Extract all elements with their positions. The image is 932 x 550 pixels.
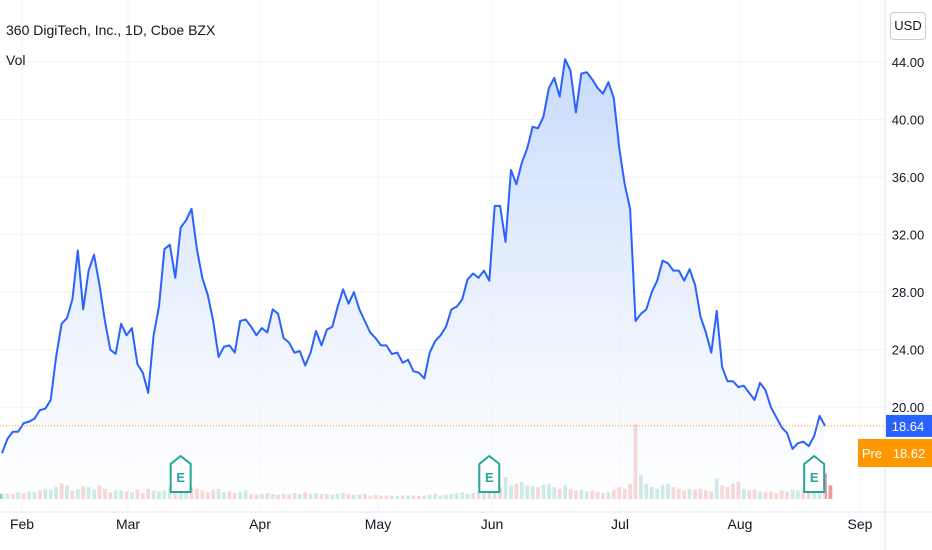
price-line xyxy=(1,58,826,454)
y-tick-label: 32.00 xyxy=(892,228,925,243)
volume-bar xyxy=(828,485,833,499)
y-tick-label: 28.00 xyxy=(892,285,925,300)
premarket-price-value: 18.62 xyxy=(893,446,926,461)
earnings-marker-label: E xyxy=(176,470,185,485)
y-tick-label: 24.00 xyxy=(892,343,925,358)
earnings-marker-label: E xyxy=(485,470,494,485)
y-tick-label: 44.00 xyxy=(892,55,925,70)
currency-button[interactable]: USD xyxy=(890,12,926,40)
premarket-tag: Pre 18.62 xyxy=(858,439,932,467)
x-tick-label: Apr xyxy=(249,516,271,532)
x-tick-label: Jul xyxy=(611,516,629,532)
earnings-marker-shape xyxy=(478,454,501,493)
x-tick-label: Aug xyxy=(728,516,753,532)
chart-title: 360 DigiTech, Inc., 1D, Cboe BZX xyxy=(6,22,216,38)
x-tick-label: Feb xyxy=(10,516,34,532)
price-area xyxy=(2,59,825,499)
x-tick-label: Mar xyxy=(116,516,140,532)
earnings-marker-label: E xyxy=(810,470,819,485)
last-price-value: 18.64 xyxy=(892,419,925,434)
premarket-price-bg xyxy=(886,439,932,467)
earnings-marker: E xyxy=(803,454,826,493)
earnings-marker-shape xyxy=(803,454,826,493)
x-tick-label: Jun xyxy=(481,516,504,532)
earnings-marker-shape xyxy=(169,454,192,493)
x-tick-label: May xyxy=(365,516,391,532)
last-price-tag-bg xyxy=(886,414,932,437)
earnings-marker: E xyxy=(478,454,501,493)
volume-label: Vol xyxy=(6,52,26,68)
premarket-tag-label: Pre xyxy=(862,446,882,461)
last-price-tag: 18.64 xyxy=(886,414,932,437)
y-tick-label: 40.00 xyxy=(892,113,925,128)
premarket-tag-label-bg xyxy=(858,439,886,467)
earnings-marker: E xyxy=(169,454,192,493)
y-tick-label: 36.00 xyxy=(892,170,925,185)
x-tick-label: Sep xyxy=(848,516,873,532)
y-tick-label: 20.00 xyxy=(892,400,925,415)
